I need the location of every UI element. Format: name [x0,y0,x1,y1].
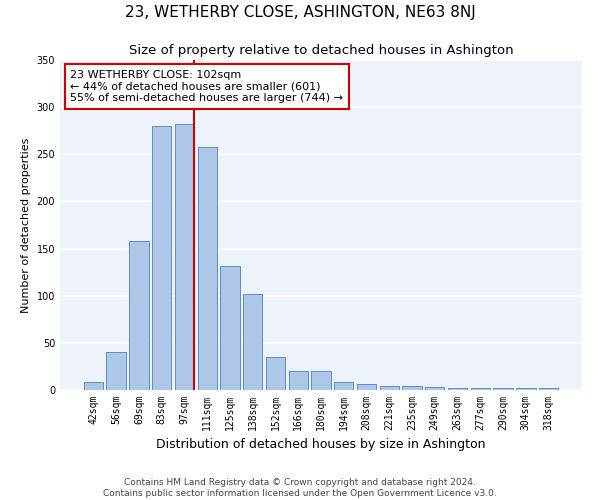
Bar [152,126,172,390]
Bar [220,266,239,390]
Bar [425,387,445,390]
Bar [403,386,422,390]
Bar [539,388,558,390]
Title: Size of property relative to detached houses in Ashington: Size of property relative to detached ho… [128,44,514,58]
Bar [84,382,103,390]
Bar [266,357,285,390]
Bar [493,388,513,390]
Text: Contains HM Land Registry data © Crown copyright and database right 2024.
Contai: Contains HM Land Registry data © Crown c… [103,478,497,498]
Bar [334,382,353,390]
Bar [516,388,536,390]
Bar [470,388,490,390]
Bar [311,371,331,390]
Bar [380,386,399,390]
Text: 23 WETHERBY CLOSE: 102sqm
← 44% of detached houses are smaller (601)
55% of semi: 23 WETHERBY CLOSE: 102sqm ← 44% of detac… [70,70,343,103]
Bar [129,241,149,390]
Bar [448,388,467,390]
Bar [175,124,194,390]
Bar [289,371,308,390]
X-axis label: Distribution of detached houses by size in Ashington: Distribution of detached houses by size … [156,438,486,452]
Text: 23, WETHERBY CLOSE, ASHINGTON, NE63 8NJ: 23, WETHERBY CLOSE, ASHINGTON, NE63 8NJ [125,5,475,20]
Bar [357,384,376,390]
Y-axis label: Number of detached properties: Number of detached properties [21,138,31,312]
Bar [243,294,262,390]
Bar [197,146,217,390]
Bar [106,352,126,390]
